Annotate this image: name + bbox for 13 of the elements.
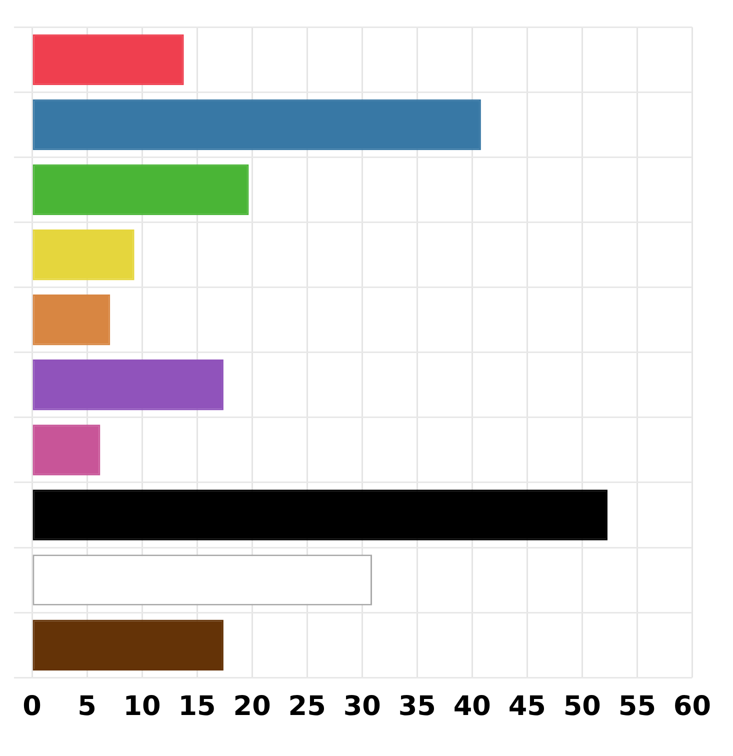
x-tick-label: 55 — [618, 690, 656, 722]
x-tick-label: 35 — [398, 690, 436, 722]
x-tick-label: 0 — [22, 690, 42, 722]
x-tick-label: 5 — [78, 690, 96, 722]
x-tick-label: 60 — [673, 690, 711, 722]
x-tick-label: 45 — [508, 690, 546, 722]
x-tick-label: 25 — [288, 690, 326, 722]
x-tick-label: 15 — [178, 690, 216, 722]
x-tick-label: 40 — [453, 690, 491, 722]
x-tick-label: 30 — [343, 690, 381, 722]
x-tick-label: 20 — [233, 690, 271, 722]
x-tick-label: 50 — [563, 690, 601, 722]
x-tick-label: 10 — [123, 690, 161, 722]
